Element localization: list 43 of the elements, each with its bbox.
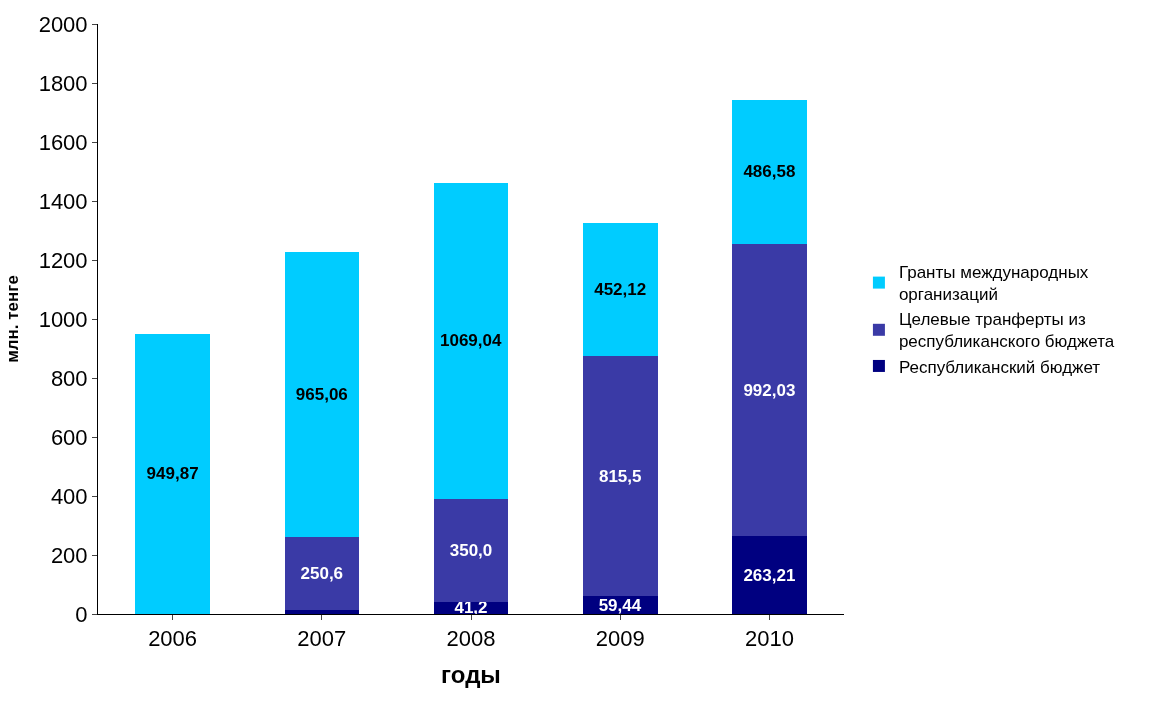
y-tick-label: 1200 (38, 247, 88, 273)
data-label: 350,0 (449, 540, 493, 560)
data-label: 1069,04 (440, 331, 502, 351)
bar (284, 251, 360, 537)
y-tick-label: 0 (75, 601, 88, 627)
bar (732, 243, 807, 537)
data-label: 992,03 (743, 380, 796, 400)
x-axis-title: годы (441, 660, 501, 688)
x-tick-label: 2010 (744, 626, 794, 652)
data-label: 263,21 (743, 565, 796, 585)
y-tick-label: 2000 (38, 11, 88, 37)
y-tick-label: 1800 (38, 70, 88, 96)
data-label: 815,5 (598, 466, 642, 486)
data-label: 452,12 (594, 279, 647, 299)
bar (732, 536, 807, 614)
y-tick-label: 1400 (38, 188, 88, 214)
bar (732, 100, 807, 244)
x-tick-label: 2007 (297, 626, 347, 652)
bar (582, 222, 658, 356)
legend-label: Республиканский бюджет (898, 357, 1101, 377)
y-tick-label: 1600 (38, 129, 88, 155)
data-label: 486,58 (743, 162, 796, 182)
legend-label: Целевые транферты из республиканского бюджета (898, 310, 1115, 352)
bar (582, 355, 658, 597)
y-tick-label: 1000 (38, 306, 88, 332)
x-tick-label: 2008 (446, 626, 496, 652)
bar (135, 333, 210, 614)
y-tick-label: 400 (50, 483, 88, 509)
data-label: 949,87 (146, 464, 199, 484)
data-label: 965,06 (295, 384, 348, 404)
bar (284, 536, 360, 611)
y-axis-title: млн. тенге (3, 275, 23, 363)
data-label: 59,44 (598, 595, 642, 615)
y-tick-label: 600 (50, 424, 88, 450)
y-tick-label: 800 (50, 365, 88, 391)
bar (284, 610, 360, 614)
legend-label: Гранты международных организаций (898, 263, 1089, 305)
bar (433, 498, 509, 602)
data-label: 250,6 (300, 563, 344, 583)
x-tick-label: 2009 (595, 626, 645, 652)
x-tick-label: 2006 (148, 626, 198, 652)
y-tick-label: 200 (50, 542, 88, 568)
bar (433, 183, 509, 499)
